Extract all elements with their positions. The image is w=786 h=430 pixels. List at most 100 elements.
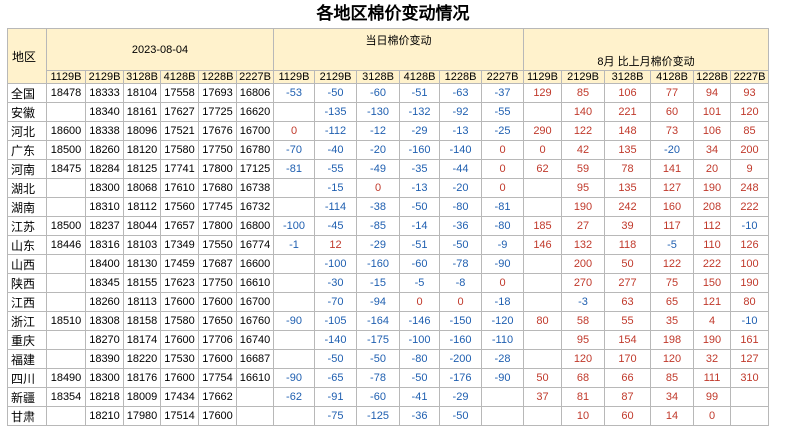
daily-change-cell: -51 <box>399 83 440 103</box>
monthly-change-cell <box>523 330 562 350</box>
table-row: 四川 18490 18300 18176 17600 17754 16610 -90 -65 -7… <box>7 368 769 388</box>
monthly-change-cell: 122 <box>561 121 605 141</box>
daily-change-cell: 0 <box>439 292 482 312</box>
monthly-change-cell <box>523 292 562 312</box>
daily-change-cell: 0 <box>481 273 524 293</box>
monthly-change-cell: 87 <box>604 387 651 407</box>
daily-change-cell: -80 <box>439 197 482 217</box>
monthly-change-cell: 58 <box>561 311 605 331</box>
table-row: 全国 18478 18333 18104 17558 17693 16806 -53 -50 -6… <box>7 83 769 103</box>
price-cell: 17514 <box>160 406 199 426</box>
monthly-change-cell: 270 <box>561 273 605 293</box>
monthly-change-cell: 85 <box>650 368 694 388</box>
daily-change-cell: -50 <box>314 83 357 103</box>
price-cell: 18600 <box>46 121 86 141</box>
monthly-change-cell: 93 <box>730 83 769 103</box>
daily-change-cell: -50 <box>399 368 440 388</box>
grade-code-row: 1129B 2129B 3128B 4128B 1228B 2227B 1129B 2129B… <box>8 70 769 84</box>
daily-change-cell: -36 <box>439 216 482 236</box>
price-cell: 17530 <box>160 349 199 369</box>
table-row: 福建 18390 18220 17530 17600 16687 -50 -50 -80 -200… <box>7 349 769 369</box>
grade-code-header: 4128B <box>160 70 199 84</box>
table-row: 河南 18475 18284 18125 17741 17800 17125 -81 -55 -4… <box>7 159 769 179</box>
daily-change-cell <box>481 387 524 407</box>
monthly-change-cell <box>523 197 562 217</box>
table-row: 浙江 18510 18308 18158 17580 17650 16760 -90 -105-… <box>7 311 769 331</box>
monthly-change-cell: 248 <box>730 178 769 198</box>
monthly-change-cell: 34 <box>650 387 694 407</box>
price-cell: 16610 <box>236 273 274 293</box>
daily-change-cell: -105 <box>314 311 357 331</box>
daily-change-cell: -38 <box>356 197 400 217</box>
region-cell: 甘肃 <box>7 406 47 426</box>
price-cell: 18218 <box>85 387 124 407</box>
daily-change-cell: -25 <box>481 121 524 141</box>
monthly-change-cell: 277 <box>604 273 651 293</box>
monthly-change-cell: 65 <box>650 292 694 312</box>
price-cell: 18120 <box>123 140 161 160</box>
monthly-change-cell: 122 <box>650 254 694 274</box>
daily-change-cell: -60 <box>399 254 440 274</box>
monthly-change-cell: 120 <box>730 102 769 122</box>
monthly-change-cell: 73 <box>650 121 694 141</box>
monthly-change-cell <box>523 254 562 274</box>
price-cell: 18210 <box>85 406 124 426</box>
price-cell: 17610 <box>160 178 199 198</box>
daily-change-cell: -135 <box>314 102 357 122</box>
price-cell <box>46 330 86 350</box>
region-cell: 四川 <box>7 368 47 388</box>
monthly-change-cell: 161 <box>730 330 769 350</box>
daily-change-cell: -160 <box>356 254 400 274</box>
monthly-change-cell: 121 <box>693 292 731 312</box>
price-cell: 16700 <box>236 292 274 312</box>
monthly-change-cell: 190 <box>561 197 605 217</box>
cotton-price-table: 地区 2023-08-04 当日棉价变动 8月 比上月棉价变动 1129B 212… <box>7 28 769 426</box>
daily-change-cell: -85 <box>356 216 400 236</box>
monthly-change-cell: 63 <box>604 292 651 312</box>
table-body: 全国 18478 18333 18104 17558 17693 16806 -53 -50 -6… <box>7 83 769 426</box>
price-cell: 17580 <box>160 311 199 331</box>
daily-change-cell: -15 <box>356 273 400 293</box>
monthly-change-cell: 148 <box>604 121 651 141</box>
grade-code-header: 2227B <box>236 70 274 84</box>
monthly-change-cell: 68 <box>561 368 605 388</box>
daily-change-cell: -146 <box>399 311 440 331</box>
daily-change-cell: -50 <box>399 197 440 217</box>
daily-change-cell <box>273 254 315 274</box>
price-cell: 18446 <box>46 235 86 255</box>
price-cell: 17676 <box>198 121 237 141</box>
monthly-change-cell: 85 <box>561 83 605 103</box>
daily-change-cell: -78 <box>439 254 482 274</box>
price-cell: 16760 <box>236 311 274 331</box>
monthly-change-cell: 55 <box>604 311 651 331</box>
price-cell: 16620 <box>236 102 274 122</box>
daily-change-cell: -60 <box>356 387 400 407</box>
daily-change-cell: -18 <box>481 292 524 312</box>
monthly-change-cell: 140 <box>561 102 605 122</box>
monthly-change-cell: 112 <box>693 216 731 236</box>
price-cell: 18220 <box>123 349 161 369</box>
daily-change-cell: -125 <box>356 406 400 426</box>
monthly-change-cell: 185 <box>523 216 562 236</box>
daily-change-cell: 0 <box>481 178 524 198</box>
price-cell <box>236 406 274 426</box>
price-cell: 18009 <box>123 387 161 407</box>
monthly-change-cell: 221 <box>604 102 651 122</box>
daily-change-cell: 0 <box>481 140 524 160</box>
monthly-change-cell: -3 <box>561 292 605 312</box>
daily-change-cell: -55 <box>481 102 524 122</box>
grade-code-header: 3128B <box>356 70 400 84</box>
daily-change-cell <box>273 102 315 122</box>
price-cell: 16800 <box>236 216 274 236</box>
daily-change-cell: -90 <box>481 254 524 274</box>
price-cell: 16600 <box>236 254 274 274</box>
daily-change-cell: -81 <box>273 159 315 179</box>
daily-change-cell: -29 <box>439 387 482 407</box>
monthly-change-cell: 95 <box>561 178 605 198</box>
table-row: 山东 18446 18316 18103 17349 17550 16774 -1 12 -29-… <box>7 235 769 255</box>
price-cell: 18345 <box>85 273 124 293</box>
daily-change-cell: -28 <box>481 349 524 369</box>
daily-change-cell: -62 <box>273 387 315 407</box>
monthly-change-cell: 80 <box>730 292 769 312</box>
table-row: 山西 18400 18130 17459 17687 16600 -100 -160 -60 -7… <box>7 254 769 274</box>
